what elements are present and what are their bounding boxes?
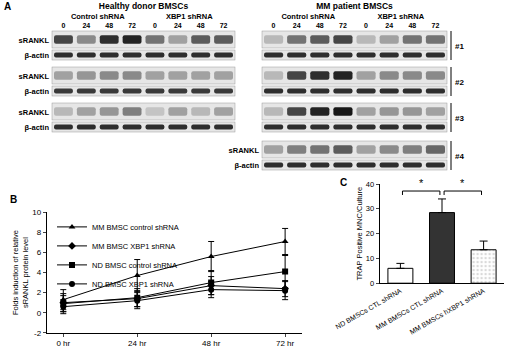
svg-text:β-actin: β-actin bbox=[24, 123, 49, 132]
svg-text:*: * bbox=[460, 177, 465, 189]
svg-text:C: C bbox=[340, 177, 347, 188]
svg-text:A: A bbox=[4, 1, 11, 12]
svg-text:ND BMSC XBP1 shRNA: ND BMSC XBP1 shRNA bbox=[92, 280, 174, 289]
svg-text:MM BMSC XBP1 shRNA: MM BMSC XBP1 shRNA bbox=[92, 242, 175, 251]
svg-text:24: 24 bbox=[174, 22, 182, 29]
svg-text:8: 8 bbox=[37, 228, 42, 237]
svg-text:MM BMSC control shRNA: MM BMSC control shRNA bbox=[92, 223, 179, 232]
svg-text:24 hr: 24 hr bbox=[128, 339, 147, 348]
svg-text:24: 24 bbox=[293, 22, 301, 29]
svg-text:10: 10 bbox=[32, 208, 41, 217]
svg-text:β-actin: β-actin bbox=[24, 87, 49, 96]
svg-text:48: 48 bbox=[197, 22, 205, 29]
svg-text:0 hr: 0 hr bbox=[56, 339, 70, 348]
svg-text:0: 0 bbox=[153, 22, 157, 29]
svg-text:*: * bbox=[419, 177, 424, 189]
svg-text:72: 72 bbox=[220, 22, 228, 29]
svg-text:24: 24 bbox=[82, 22, 90, 29]
svg-text:48: 48 bbox=[105, 22, 113, 29]
svg-text:72: 72 bbox=[339, 22, 347, 29]
svg-text:sRANKL: sRANKL bbox=[19, 108, 50, 117]
svg-text:TRAP Positive MNC/Culture: TRAP Positive MNC/Culture bbox=[355, 187, 364, 281]
svg-text:72 hr: 72 hr bbox=[276, 339, 295, 348]
svg-text:#2: #2 bbox=[455, 78, 464, 87]
svg-text:β-actin: β-actin bbox=[24, 51, 49, 60]
svg-text:72: 72 bbox=[128, 22, 136, 29]
svg-text:6: 6 bbox=[37, 248, 42, 257]
svg-text:48: 48 bbox=[408, 22, 416, 29]
svg-text:XBP1 shRNA: XBP1 shRNA bbox=[377, 12, 424, 21]
svg-text:-2: -2 bbox=[34, 329, 42, 338]
svg-text:XBP1 shRNA: XBP1 shRNA bbox=[166, 12, 213, 21]
svg-text:Healthy donor BMSCs: Healthy donor BMSCs bbox=[99, 1, 189, 11]
svg-text:#4: #4 bbox=[455, 152, 464, 161]
svg-text:48 hr: 48 hr bbox=[202, 339, 221, 348]
svg-text:sRANKL: sRANKL bbox=[19, 36, 50, 45]
svg-text:30: 30 bbox=[366, 204, 374, 213]
svg-text:sRANKL: sRANKL bbox=[19, 72, 50, 81]
svg-text:ND BMSCs CTL shRNA: ND BMSCs CTL shRNA bbox=[334, 287, 403, 331]
svg-text:MM BMSCs CTL shRNA: MM BMSCs CTL shRNA bbox=[375, 287, 445, 331]
svg-text:4: 4 bbox=[37, 268, 42, 277]
svg-text:0: 0 bbox=[272, 22, 276, 29]
svg-text:72: 72 bbox=[432, 22, 440, 29]
svg-text:2: 2 bbox=[37, 288, 42, 297]
svg-text:48: 48 bbox=[316, 22, 324, 29]
svg-text:0: 0 bbox=[37, 309, 42, 318]
svg-text:#3: #3 bbox=[455, 114, 464, 123]
svg-text:24: 24 bbox=[385, 22, 393, 29]
svg-text:20: 20 bbox=[366, 229, 374, 238]
svg-text:#1: #1 bbox=[455, 42, 464, 51]
svg-text:Control shRNA: Control shRNA bbox=[71, 12, 125, 21]
svg-text:Control shRNA: Control shRNA bbox=[281, 12, 335, 21]
svg-text:MM BMSCs hXBP1 shRNA: MM BMSCs hXBP1 shRNA bbox=[409, 287, 487, 336]
svg-text:40: 40 bbox=[366, 180, 374, 189]
svg-text:B: B bbox=[10, 194, 17, 205]
svg-text:ND BMSC control shRNA: ND BMSC control shRNA bbox=[92, 261, 177, 270]
svg-text:MM patient BMSCs: MM patient BMSCs bbox=[316, 1, 393, 11]
svg-text:0: 0 bbox=[364, 22, 368, 29]
svg-text:sRANKL: sRANKL bbox=[229, 146, 260, 155]
svg-text:0: 0 bbox=[370, 279, 374, 288]
svg-text:β-actin: β-actin bbox=[234, 161, 259, 170]
svg-text:Folds induction of relativesRA: Folds induction of relativesRANKL protei… bbox=[11, 230, 30, 315]
svg-text:0: 0 bbox=[61, 22, 65, 29]
svg-text:10: 10 bbox=[366, 254, 374, 263]
